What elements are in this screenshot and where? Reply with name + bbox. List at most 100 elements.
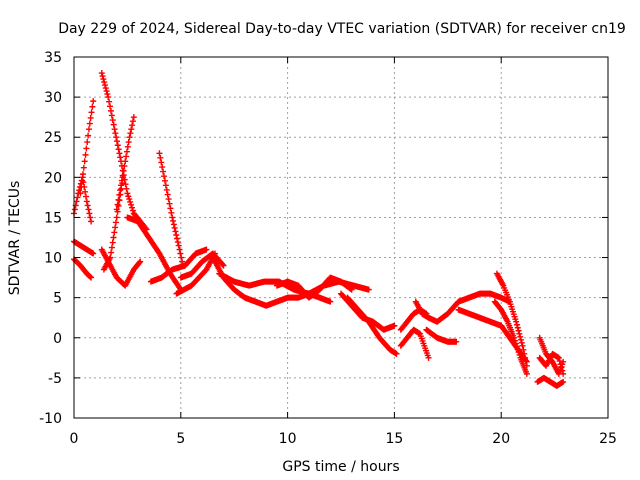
data-point [105, 94, 112, 101]
data-point [125, 139, 132, 146]
data-point [170, 217, 177, 224]
data-point [124, 190, 131, 197]
data-point [518, 339, 525, 346]
x-axis-label: GPS time / hours [282, 459, 399, 475]
data-point [104, 91, 111, 98]
data-point [121, 163, 128, 170]
data-point [124, 143, 131, 150]
data-point [172, 228, 179, 235]
series-arc-7 [113, 114, 137, 213]
y-tick-label: 10 [44, 251, 62, 267]
data-point [163, 186, 170, 193]
y-tick-label: 5 [53, 291, 62, 307]
data-point [82, 151, 89, 158]
data-point [169, 214, 176, 221]
data-point [128, 201, 135, 208]
series-arc-18 [344, 294, 400, 357]
data-point [113, 206, 120, 213]
data-point [112, 130, 119, 137]
data-point [74, 194, 81, 201]
data-point [171, 224, 178, 231]
data-layer [71, 70, 567, 389]
data-point [113, 214, 120, 221]
data-point [128, 126, 135, 133]
chart-title: Day 229 of 2024, Sidereal Day-to-day VTE… [58, 21, 626, 37]
data-point [86, 210, 93, 217]
data-point [165, 196, 172, 203]
data-point [122, 158, 129, 165]
series-arc-28 [534, 374, 567, 389]
data-point [89, 103, 96, 110]
data-point [166, 200, 173, 207]
data-point [117, 154, 124, 161]
data-point [109, 117, 116, 124]
data-point [175, 242, 182, 249]
data-point [111, 126, 118, 133]
data-point [76, 187, 83, 194]
y-tick-label: 15 [44, 210, 62, 226]
data-point [111, 229, 118, 236]
data-point [115, 146, 122, 153]
data-point [164, 191, 171, 198]
data-point [158, 159, 165, 166]
data-point [156, 150, 163, 157]
data-point [560, 378, 567, 385]
data-point [78, 183, 85, 190]
data-point [118, 177, 125, 184]
data-point [161, 173, 168, 180]
data-point [348, 286, 355, 293]
data-point [116, 150, 123, 157]
data-point [126, 134, 133, 141]
data-point [161, 177, 168, 184]
data-point [114, 142, 121, 149]
data-point [85, 206, 92, 213]
x-tick-label: 10 [279, 431, 297, 447]
data-point [123, 185, 130, 192]
y-tick-label: 20 [44, 170, 62, 186]
data-point [88, 109, 95, 116]
data-point [117, 187, 124, 194]
series-arc-23 [455, 306, 505, 329]
data-point [517, 336, 524, 343]
data-point [79, 171, 86, 178]
data-point [108, 244, 115, 251]
series-arc-11 [147, 246, 210, 285]
data-point [517, 333, 524, 340]
data-point [117, 182, 124, 189]
data-point [515, 327, 522, 334]
data-point [219, 261, 226, 268]
data-point [119, 172, 126, 179]
data-point [160, 168, 167, 175]
data-point [365, 286, 372, 293]
data-point [393, 350, 400, 357]
data-point [84, 139, 91, 146]
data-point [519, 342, 526, 349]
data-point [87, 114, 94, 121]
data-point [82, 188, 89, 195]
data-point [100, 76, 107, 83]
data-point [81, 158, 88, 165]
y-tick-label: 30 [44, 90, 62, 106]
data-point [85, 126, 92, 133]
data-point [82, 193, 89, 200]
data-point [112, 219, 119, 226]
data-point [558, 364, 565, 371]
series-arc-16 [273, 274, 355, 301]
data-point [130, 114, 137, 121]
data-point [107, 103, 114, 110]
data-point [514, 324, 521, 331]
data-point [83, 145, 90, 152]
series-arc-9 [124, 214, 184, 293]
data-point [87, 273, 94, 280]
data-point [110, 234, 117, 241]
data-point [513, 321, 520, 328]
data-point [523, 358, 530, 365]
data-point [453, 338, 460, 345]
data-point [127, 198, 134, 205]
data-point [112, 224, 119, 231]
series-arc-21 [412, 290, 513, 325]
data-point [560, 370, 567, 377]
data-point [523, 370, 530, 377]
data-point [101, 79, 108, 86]
data-point [129, 118, 136, 125]
